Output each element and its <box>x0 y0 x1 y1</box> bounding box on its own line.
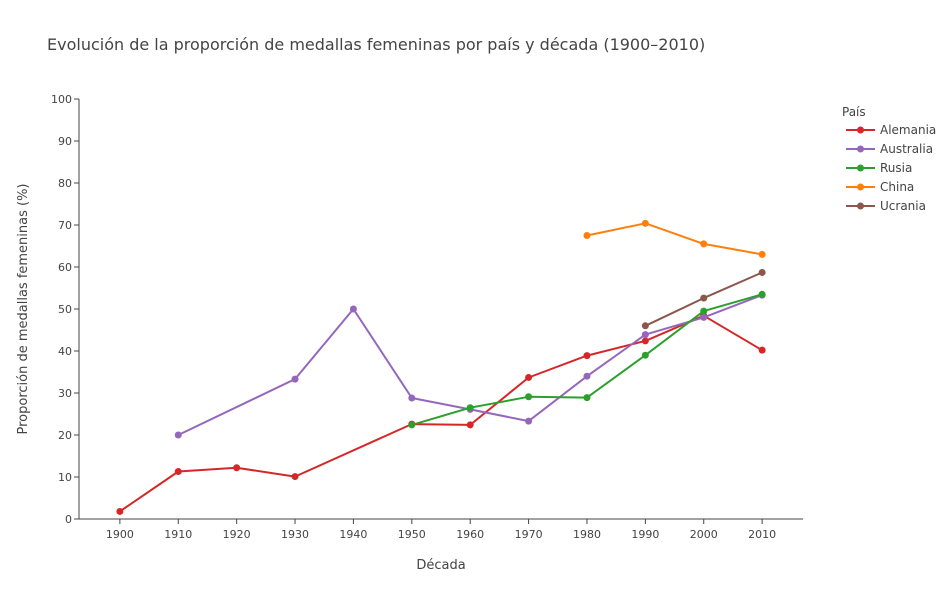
data-point-australia <box>700 313 708 321</box>
data-point-china <box>583 232 591 239</box>
legend-label: Rusia <box>880 161 912 175</box>
data-point-australia <box>174 431 182 439</box>
data-point-alemania <box>758 346 766 354</box>
legend-item-ucrania[interactable]: Ucrania <box>846 199 926 213</box>
data-point-rusia <box>758 290 766 298</box>
data-point-rusia <box>408 421 416 429</box>
series-line-alemania <box>119 314 763 513</box>
data-point-australia <box>641 331 649 339</box>
data-point-china <box>700 240 708 248</box>
y-tick-label: 60 <box>58 261 72 274</box>
data-point-rusia <box>525 393 533 401</box>
x-tick-label: 1930 <box>281 528 309 541</box>
data-point-ucrania <box>758 268 766 276</box>
plot-area <box>116 219 766 515</box>
legend-item-alemania[interactable]: Alemania <box>846 123 936 137</box>
series-line-australia <box>177 294 763 436</box>
legend-swatch-marker <box>857 164 864 172</box>
y-tick-label: 70 <box>58 219 72 232</box>
x-tick-label: 1970 <box>515 528 543 541</box>
x-tick-label: 1900 <box>106 528 134 541</box>
legend-label: Australia <box>880 142 933 156</box>
legend-label: Alemania <box>880 123 936 137</box>
data-point-ucrania <box>641 322 649 330</box>
x-tick-label: 2000 <box>690 528 718 541</box>
data-point-alemania <box>583 352 591 360</box>
series-china <box>583 219 766 258</box>
x-tick-label: 1920 <box>223 528 251 541</box>
series-alemania <box>116 312 766 515</box>
legend-item-china[interactable]: China <box>846 180 914 194</box>
data-point-australia <box>583 372 591 380</box>
legend-label: Ucrania <box>880 199 926 213</box>
legend-title: País <box>842 105 866 119</box>
x-tick-label: 1990 <box>631 528 659 541</box>
legend[interactable]: País Alemania Australia Rusia China Ucrania <box>842 105 936 213</box>
data-point-australia <box>525 417 533 425</box>
chart-title: Evolución de la proporción de medallas f… <box>47 35 705 54</box>
data-point-alemania <box>641 337 649 345</box>
data-point-china <box>758 250 766 258</box>
series-line-china <box>586 222 763 256</box>
legend-item-rusia[interactable]: Rusia <box>846 161 912 175</box>
data-point-china <box>641 219 649 227</box>
y-tick-label: 30 <box>58 387 72 400</box>
y-tick-label: 80 <box>58 177 72 190</box>
x-tick-label: 2010 <box>748 528 776 541</box>
x-axis: 1900 1910 1920 1930 1940 1950 1960 1970 1980 1990… <box>79 518 803 541</box>
legend-item-australia[interactable]: Australia <box>846 142 933 156</box>
data-point-rusia <box>466 404 474 412</box>
series-ucrania <box>641 268 766 330</box>
series-rusia <box>408 290 766 429</box>
data-point-rusia <box>641 351 649 359</box>
legend-swatch-marker <box>857 183 864 191</box>
y-tick-label: 40 <box>58 345 72 358</box>
x-tick-label: 1910 <box>164 528 192 541</box>
series-line-rusia <box>411 293 763 426</box>
data-point-alemania <box>291 473 299 481</box>
data-point-australia <box>291 375 299 383</box>
y-tick-label: 20 <box>58 429 72 442</box>
x-tick-label: 1950 <box>398 528 426 541</box>
data-point-alemania <box>233 464 241 472</box>
x-tick-label: 1940 <box>339 528 367 541</box>
y-tick-label: 50 <box>58 303 72 316</box>
data-point-australia <box>349 305 357 313</box>
y-axis: 0 10 20 30 40 50 60 70 80 90 100 <box>51 93 80 526</box>
legend-swatch-marker <box>857 202 864 210</box>
x-tick-label: 1980 <box>573 528 601 541</box>
data-point-ucrania <box>700 294 708 302</box>
x-axis-title: Década <box>416 558 465 573</box>
data-point-alemania <box>525 373 533 381</box>
data-point-alemania <box>466 421 474 429</box>
legend-label: China <box>880 180 914 194</box>
data-point-rusia <box>700 307 708 315</box>
data-point-alemania <box>174 468 182 476</box>
legend-swatch-marker <box>857 145 864 153</box>
x-tick-label: 1960 <box>456 528 484 541</box>
y-tick-label: 10 <box>58 471 72 484</box>
series-australia <box>174 291 766 439</box>
y-tick-label: 90 <box>58 135 72 148</box>
legend-swatch-marker <box>857 126 864 134</box>
data-point-alemania <box>116 507 124 515</box>
y-tick-label: 100 <box>51 93 72 106</box>
data-point-australia <box>408 394 416 402</box>
y-tick-label: 0 <box>65 513 72 526</box>
data-point-rusia <box>583 394 591 402</box>
y-axis-title: Proporción de medallas femeninas (%) <box>16 183 31 434</box>
